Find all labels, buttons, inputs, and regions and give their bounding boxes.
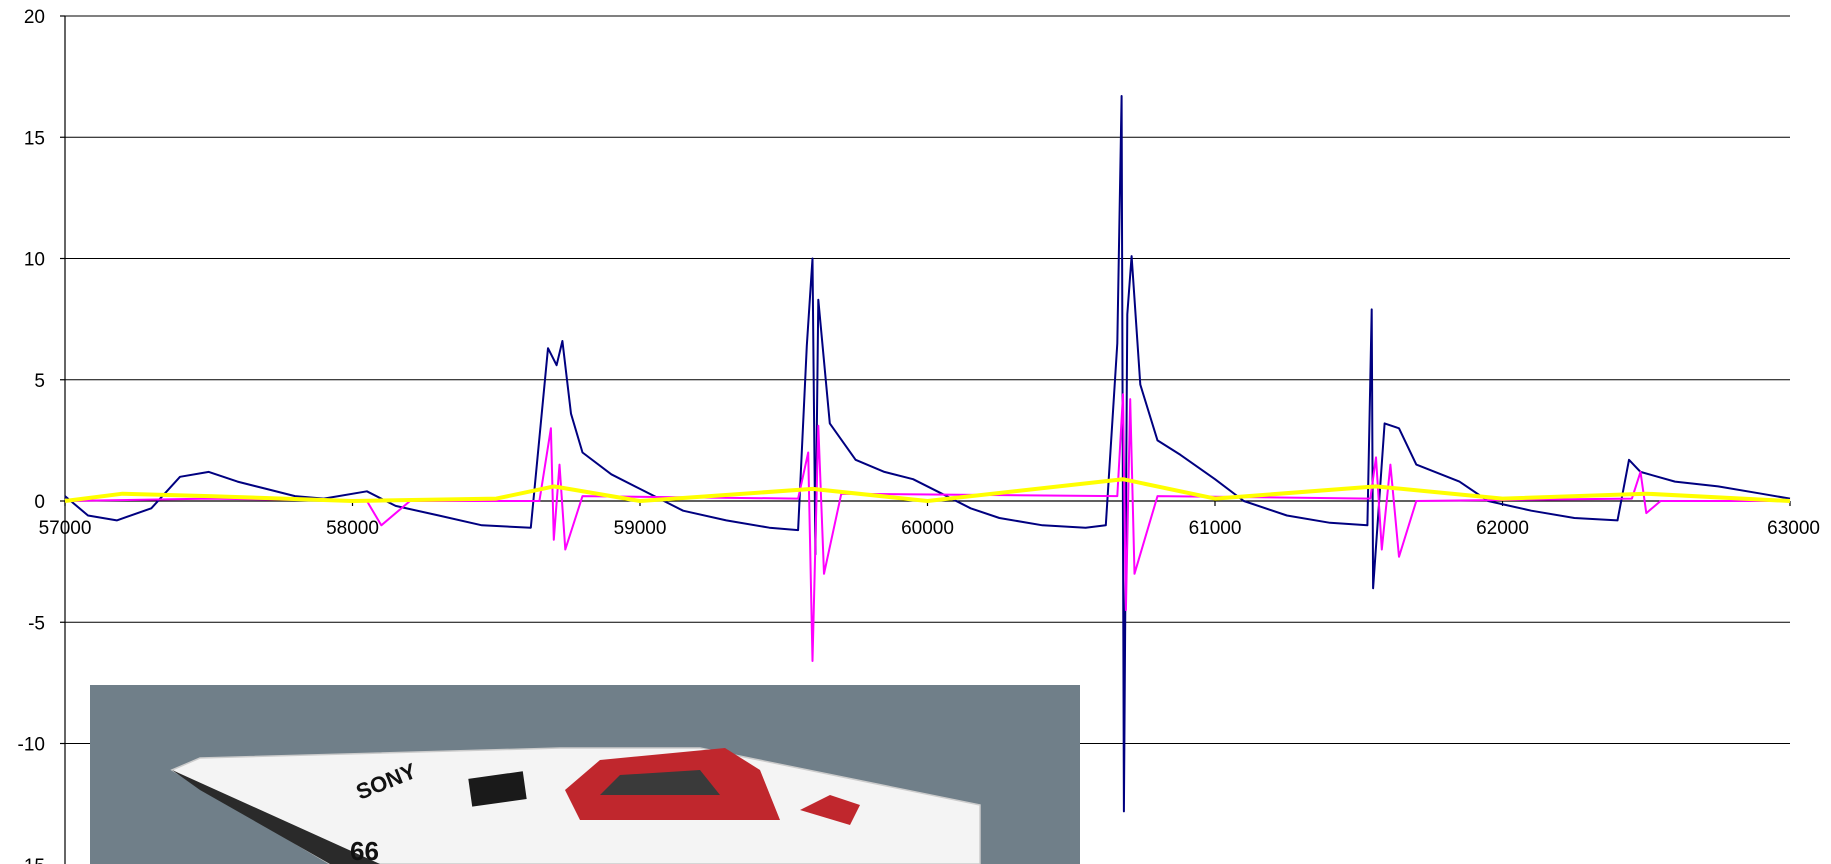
y-tick-label: -10 <box>18 735 45 756</box>
y-tick-label: 15 <box>24 128 45 149</box>
y-tick-label: 0 <box>34 492 45 513</box>
series-line-3 <box>64 477 1791 503</box>
x-tick-label: 62000 <box>1476 518 1529 539</box>
y-tick-label: -5 <box>28 613 45 634</box>
series-lines <box>64 95 1791 813</box>
axis-labels: 20 15 10 5 0 -5 -10 -15 57000 58000 59000 60000 6100… <box>18 7 1820 864</box>
y-tick-label: -15 <box>18 856 45 864</box>
y-tick-label: 5 <box>34 371 45 392</box>
x-tick-label: 59000 <box>614 518 667 539</box>
boat-rear-wing <box>800 795 860 825</box>
x-tick-label: 57000 <box>39 518 92 539</box>
boat-photo: SONY 66 <box>90 685 1080 864</box>
y-tick-label: 20 <box>24 7 45 28</box>
x-tick-label: 58000 <box>326 518 379 539</box>
boat-hull-number: 66 <box>350 836 379 864</box>
boat-cockpit-window <box>600 770 720 795</box>
x-tick-label: 61000 <box>1189 518 1242 539</box>
y-tick-label: 10 <box>24 250 45 271</box>
boat-logo-block <box>468 771 527 807</box>
x-tick-label: 60000 <box>901 518 954 539</box>
boat-hull-shadow <box>172 770 380 864</box>
x-tick-label: 63000 <box>1767 518 1820 539</box>
